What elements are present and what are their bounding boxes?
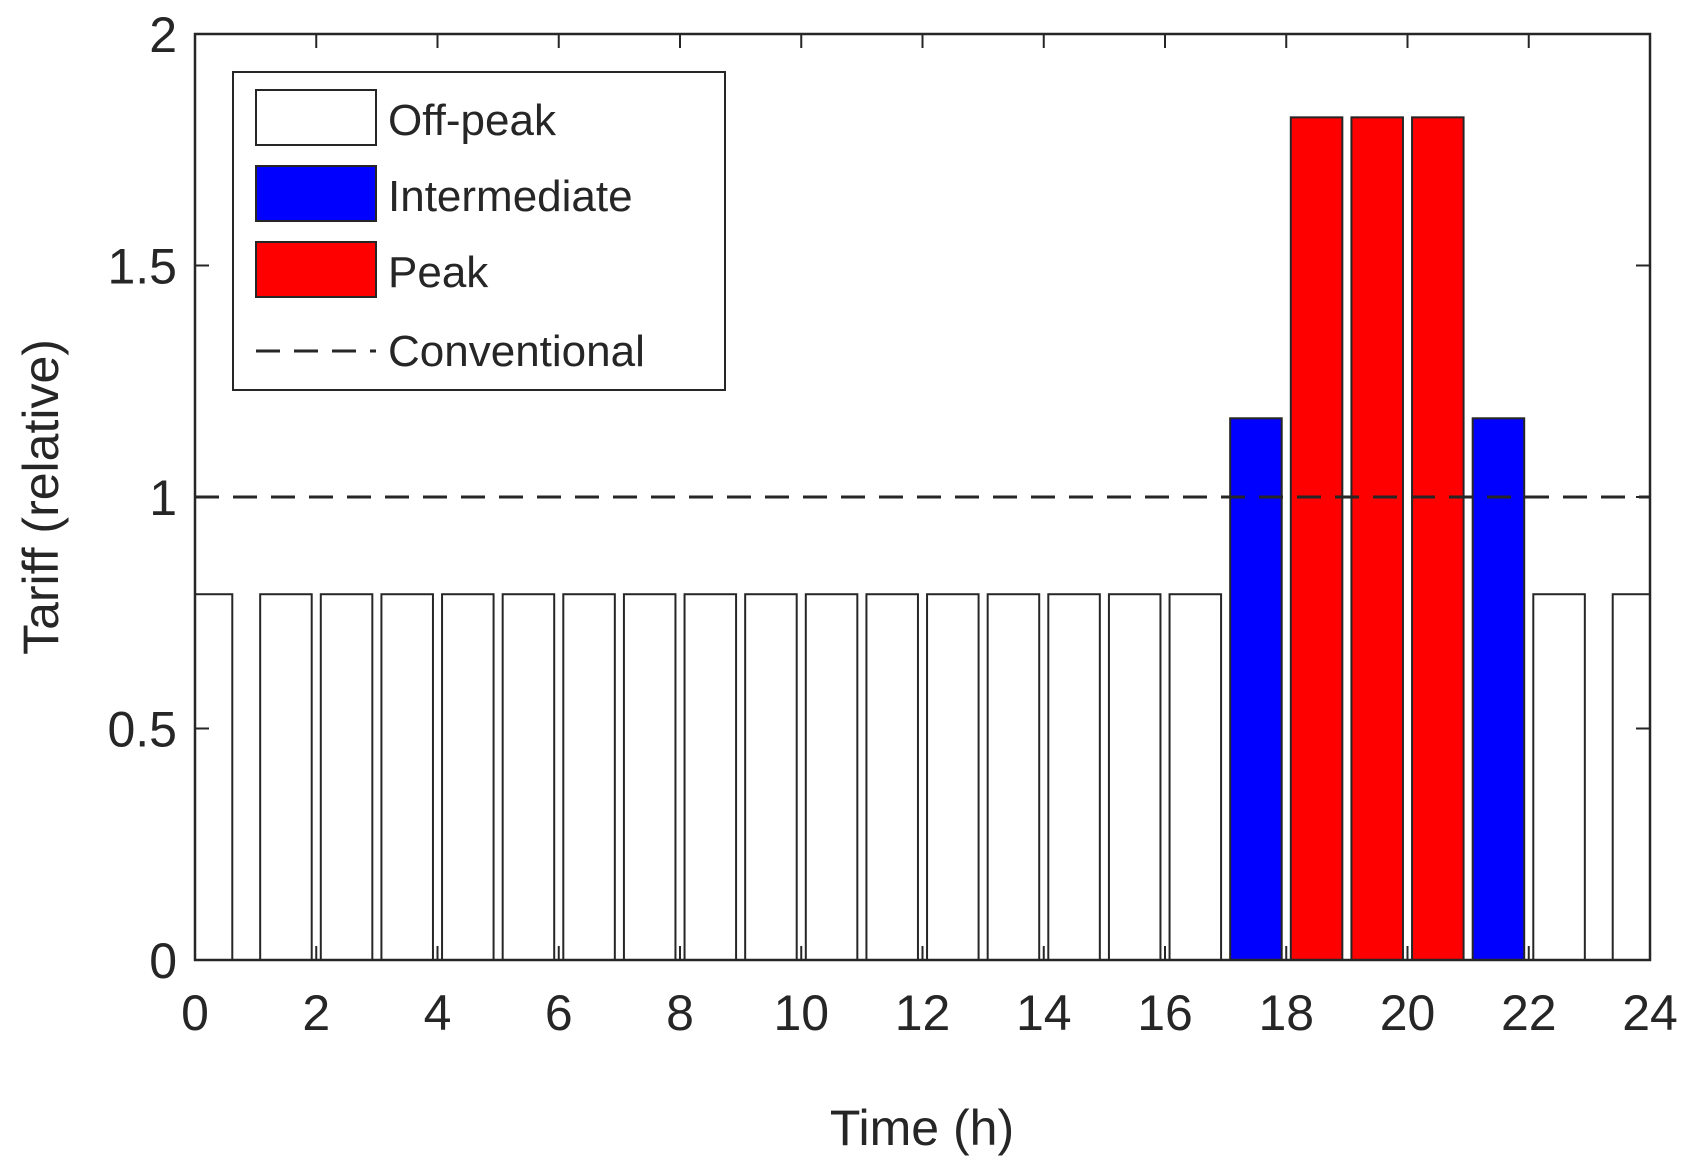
bar-offpeak	[865, 593, 919, 961]
x-axis-label: Time (h)	[830, 1100, 1014, 1156]
bar-offpeak	[1532, 593, 1586, 961]
x-tick-label: 14	[1016, 985, 1072, 1041]
x-tick-label: 2	[302, 985, 330, 1041]
x-axis-ticks: 0 2 4 6 8 10 12 14 16 18 20 22 24	[181, 34, 1678, 1041]
x-tick-label: 8	[666, 985, 694, 1041]
bar-offpeak	[1107, 593, 1162, 961]
legend: Off-peak Intermediate Peak Conventional	[232, 71, 726, 391]
legend-swatch-intermediate	[255, 165, 377, 222]
x-tick-label: 24	[1622, 985, 1678, 1041]
bar-offpeak	[1047, 593, 1101, 961]
y-tick-label: 0	[149, 933, 177, 989]
x-tick-label: 6	[545, 985, 573, 1041]
bar-offpeak	[804, 593, 859, 961]
bar-offpeak	[986, 593, 1041, 961]
bar-offpeak	[501, 593, 556, 961]
bar-offpeak	[926, 593, 980, 961]
x-tick-label: 18	[1258, 985, 1314, 1041]
y-tick-label: 1.5	[107, 239, 177, 295]
bar-intermediate	[1471, 417, 1526, 962]
bar-offpeak	[194, 593, 234, 961]
legend-label-conventional: Conventional	[388, 327, 645, 376]
bar-offpeak	[259, 593, 313, 961]
y-axis-ticks: 0 0.5 1 1.5 2	[107, 7, 1650, 989]
y-tick-label: 1	[149, 470, 177, 526]
bar-offpeak	[622, 593, 677, 961]
legend-label-intermediate: Intermediate	[388, 172, 633, 221]
bar-offpeak	[1168, 593, 1223, 961]
y-tick-label: 2	[149, 7, 177, 63]
legend-swatch-peak	[255, 241, 377, 298]
y-axis-label: Tariff (relative)	[13, 339, 69, 655]
legend-label-offpeak: Off-peak	[388, 96, 557, 145]
bar-offpeak	[319, 593, 374, 961]
bar-intermediate	[1229, 417, 1283, 962]
bar-peak	[1350, 116, 1404, 961]
bar-offpeak	[441, 593, 495, 961]
bar-offpeak	[562, 593, 616, 961]
bar-offpeak	[380, 593, 434, 961]
x-tick-label: 22	[1501, 985, 1557, 1041]
x-tick-label: 10	[773, 985, 829, 1041]
x-tick-label: 16	[1137, 985, 1193, 1041]
bar-peak	[1411, 116, 1465, 961]
bar-offpeak	[1611, 593, 1651, 961]
bar-offpeak	[683, 593, 738, 961]
x-tick-label: 12	[895, 985, 951, 1041]
bar-offpeak	[744, 593, 798, 961]
bar-peak	[1289, 116, 1344, 961]
x-tick-label: 0	[181, 985, 209, 1041]
x-tick-label: 20	[1380, 985, 1436, 1041]
bar-group	[194, 116, 1651, 962]
y-tick-label: 0.5	[107, 702, 177, 758]
x-tick-label: 4	[424, 985, 452, 1041]
legend-label-peak: Peak	[388, 248, 489, 297]
legend-swatch-offpeak	[255, 89, 377, 146]
